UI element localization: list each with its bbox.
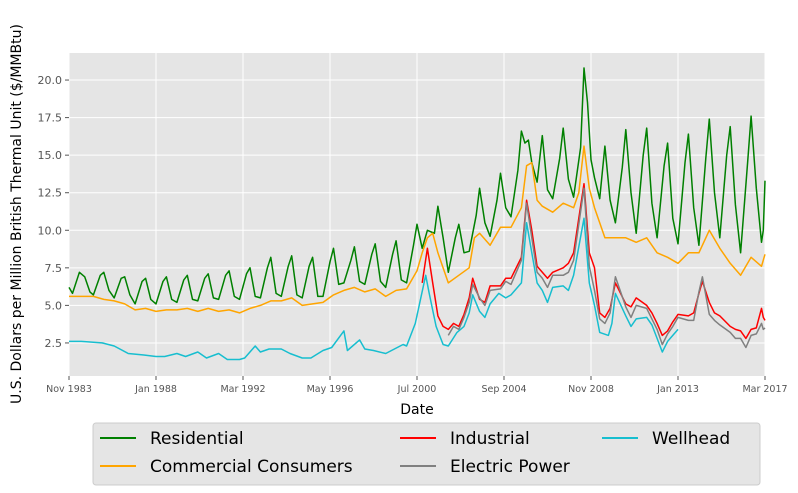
series-line-commercial-consumers <box>69 145 766 314</box>
x-tick-label: Sep 2004 <box>481 384 526 395</box>
x-tick-label: Jul 2000 <box>397 384 437 395</box>
grid <box>68 53 766 376</box>
y-tick-label: 17.5 <box>38 112 63 125</box>
y-axis-label: U.S. Dollars per Million British Thermal… <box>9 24 25 404</box>
y-tick-label: 5.0 <box>45 299 63 312</box>
x-tick-label: Mar 2017 <box>742 384 787 395</box>
y-tick-label: 7.5 <box>45 262 63 275</box>
x-tick-label: Nov 2008 <box>568 384 614 395</box>
series-lines <box>68 67 766 361</box>
legend-label-industrial: Industrial <box>450 429 530 449</box>
y-tick-label: 10.0 <box>38 224 63 237</box>
x-tick-label: May 1996 <box>307 384 354 395</box>
legend-label-electric-power: Electric Power <box>450 457 570 477</box>
x-tick-label: Jan 2013 <box>656 384 699 395</box>
legend-box <box>92 422 761 486</box>
legend-label-residential: Residential <box>150 429 244 449</box>
y-tick-label: 20.0 <box>38 74 63 87</box>
x-tick-label: Mar 1992 <box>220 384 265 395</box>
x-tick-label: Nov 1983 <box>46 384 92 395</box>
series-line-electric-power <box>447 187 766 349</box>
legend: Residential Commercial Consumers Industria… <box>92 422 761 486</box>
y-axis-ticks: 2.5 5.0 7.5 10.0 12.5 15.0 17.5 20.0 <box>38 74 69 350</box>
x-axis-ticks: Nov 1983 Jan 1988 Mar 1992 May 1996 Jul 2000… <box>46 376 788 395</box>
series-line-wellhead <box>69 217 679 361</box>
series-line-residential <box>68 67 766 305</box>
x-axis-label: Date <box>400 402 433 418</box>
y-tick-label: 12.5 <box>38 187 63 200</box>
y-tick-label: 15.0 <box>38 149 63 162</box>
legend-label-wellhead: Wellhead <box>652 429 730 449</box>
y-tick-label: 2.5 <box>45 337 63 350</box>
legend-items: Residential Commercial Consumers Industria… <box>100 429 730 477</box>
legend-label-commercial-consumers: Commercial Consumers <box>150 457 353 477</box>
x-tick-label: Jan 1988 <box>134 384 177 395</box>
series-line-industrial <box>421 182 766 340</box>
